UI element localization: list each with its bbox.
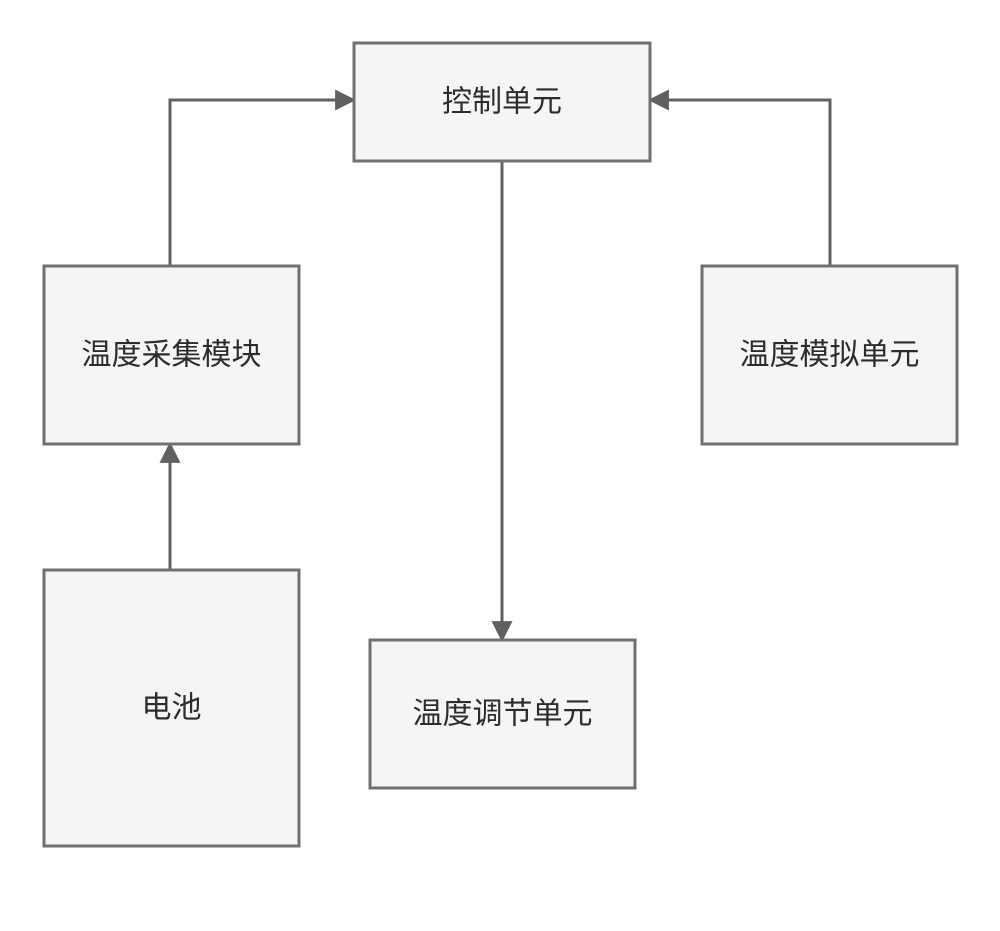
node-collect: 温度采集模块: [44, 266, 299, 444]
node-adjust-label: 温度调节单元: [413, 698, 593, 731]
edge-simulate-control: [650, 100, 830, 266]
node-control: 控制单元: [354, 43, 650, 161]
node-collect-label: 温度采集模块: [82, 339, 262, 372]
node-simulate: 温度模拟单元: [702, 266, 957, 444]
node-control-label: 控制单元: [442, 86, 562, 119]
node-battery-label: 电池: [142, 692, 202, 725]
edge-collect-control: [170, 100, 354, 266]
node-battery: 电池: [44, 570, 299, 846]
node-adjust: 温度调节单元: [370, 640, 635, 788]
node-simulate-label: 温度模拟单元: [740, 339, 920, 372]
